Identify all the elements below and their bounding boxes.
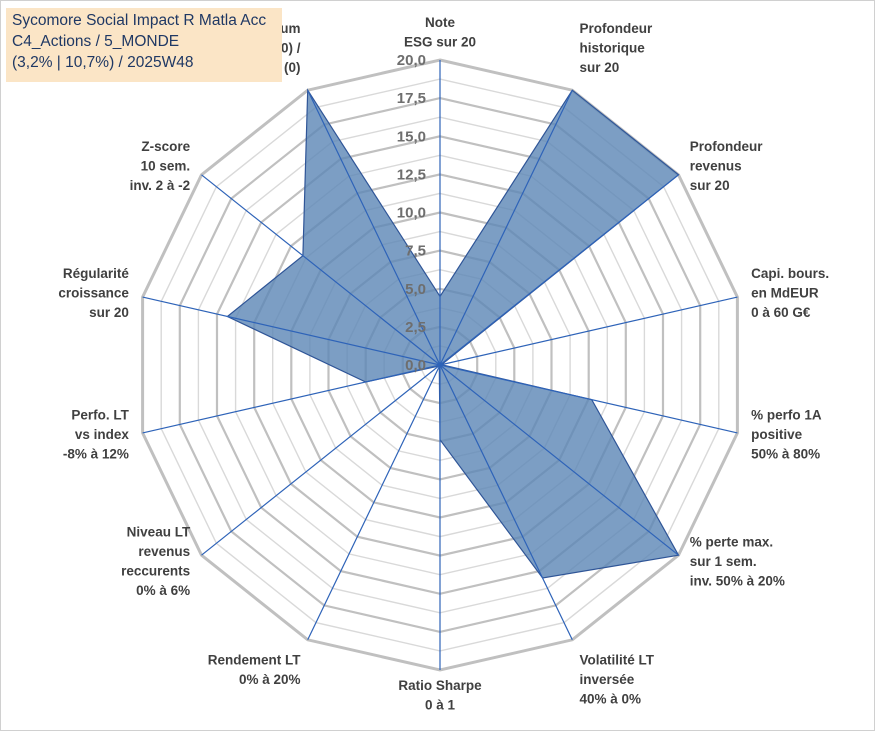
axis-spoke	[201, 364, 441, 556]
axis-label-line: croissance	[58, 286, 129, 301]
axis-spoke	[439, 364, 573, 641]
radial-tick-label: 10,0	[397, 205, 426, 222]
axis-label: Capi. bours. en MdEUR 0 à 60 G€	[751, 266, 829, 320]
chart-title-line-3: (3,2% | 10,7%) / 2025W48	[12, 54, 194, 71]
axis-label-line: % perte max.	[690, 534, 773, 549]
axis-label-line: reccurents	[121, 564, 190, 579]
axis-label: Z-score 10 sem. inv. 2 à -2	[130, 139, 191, 193]
axis-label-line: Capi. bours.	[751, 266, 829, 281]
axis-label-line: Ratio Sharpe	[398, 678, 482, 693]
axis-label-line: inversée	[580, 672, 635, 687]
radial-tick-label: 20,0	[397, 52, 426, 69]
axis-label: Perfo. LT vs index -8% à 12%	[63, 407, 130, 461]
axis-label-line: Z-score	[141, 139, 190, 154]
axis-label-line: Profondeur	[690, 139, 763, 154]
data-series-area	[226, 88, 680, 579]
axis-label-line: sur 1 sem.	[690, 554, 757, 569]
axis-label-line: en MdEUR	[751, 286, 819, 301]
radial-tick-label: 12,5	[397, 166, 426, 183]
chart-title-line-1: Sycomore Social Impact R Matla Acc	[12, 12, 267, 29]
axis-spoke	[142, 296, 441, 366]
axis-label-line: Régularité	[63, 266, 130, 281]
axis-spoke	[201, 174, 441, 366]
axis-label-line: Perfo. LT	[71, 407, 129, 422]
radial-tick-label: 15,0	[397, 128, 426, 145]
axis-label-line: 0% à 6%	[136, 583, 190, 598]
chart-title-line-2: C4_Actions / 5_MONDE	[12, 33, 180, 50]
axis-spoke	[439, 296, 738, 366]
axis-label-line: vs index	[75, 427, 130, 442]
axis-label-line: inv. 2 à -2	[130, 178, 191, 193]
axis-spoke	[142, 364, 441, 434]
axis-label-line: positive	[751, 427, 803, 442]
axis-label-line: Note	[425, 15, 455, 30]
axis-label-line: historique	[580, 40, 646, 55]
axis-label-line: sur 20	[580, 60, 620, 75]
axis-label-line: sur 20	[690, 178, 730, 193]
axis-label-line: 0 à 60 G€	[751, 305, 811, 320]
axis-spoke	[307, 364, 441, 641]
radial-tick-label: 17,5	[397, 90, 426, 107]
axis-label-line: 40% à 0%	[580, 692, 642, 707]
axis-label: Niveau LT revenus reccurents 0% à 6%	[121, 525, 191, 599]
radial-tick-label: 7,5	[405, 243, 426, 260]
axis-label-line: Profondeur	[580, 21, 653, 36]
axis-label-line: revenus	[138, 544, 190, 559]
axis-spoke	[439, 364, 679, 556]
axis-label-line: revenus	[690, 159, 742, 174]
axis-label-line: sur 20	[89, 305, 129, 320]
axis-label-line: inv. 50% à 20%	[690, 573, 785, 588]
axis-label-line: 0 à 1	[425, 698, 456, 713]
axis-label: Note ESG sur 20	[404, 15, 476, 50]
axis-label: % perte max. sur 1 sem. inv. 50% à 20%	[690, 534, 785, 588]
axis-label-line: Rendement LT	[208, 653, 302, 668]
axis-label-line: ESG sur 20	[404, 35, 476, 50]
radial-tick-label: 0,0	[405, 357, 426, 374]
axis-label-line: 0% à 20%	[239, 672, 301, 687]
radial-tick-label: 5,0	[405, 281, 426, 298]
axis-spoke	[439, 89, 573, 366]
axis-spoke	[307, 89, 441, 366]
axis-label-line: % perfo 1A	[751, 407, 822, 422]
axis-label: Volatilité LT inversée 40% à 0%	[580, 653, 655, 707]
axis-label: Régularité croissance sur 20	[58, 266, 129, 320]
axis-label-line: Volatilité LT	[580, 653, 655, 668]
axis-label: Ratio Sharpe 0 à 1	[398, 678, 482, 713]
axis-spoke	[439, 174, 679, 366]
axis-label-line: Niveau LT	[127, 525, 191, 540]
axis-label-line: 50% à 80%	[751, 446, 820, 461]
axis-label-line: -8% à 12%	[63, 446, 129, 461]
axis-label: Profondeur revenus sur 20	[690, 139, 763, 193]
chart-title-box: Sycomore Social Impact R Matla Acc C4_Ac…	[6, 8, 282, 82]
radial-tick-label: 2,5	[405, 319, 426, 336]
axis-spoke	[439, 364, 738, 434]
axis-label: Rendement LT 0% à 20%	[208, 653, 302, 688]
axis-label: % perfo 1A positive 50% à 80%	[751, 407, 822, 461]
axis-label: Profondeur historique sur 20	[580, 21, 653, 75]
axis-label-line: 10 sem.	[141, 159, 191, 174]
